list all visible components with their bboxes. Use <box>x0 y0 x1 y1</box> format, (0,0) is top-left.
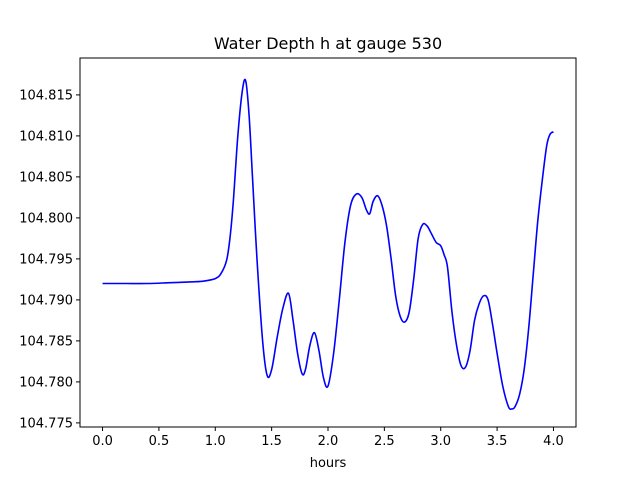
y-axis-ticks: 104.775 104.780 104.785 104.790 104.795 104.8… <box>19 88 80 431</box>
plot-frame <box>79 57 577 428</box>
x-tick-label: 0.5 <box>149 434 170 449</box>
y-tick-label: 104.805 <box>19 170 73 185</box>
x-tick-label: 2.0 <box>318 434 339 449</box>
y-tick-label: 104.775 <box>19 416 73 431</box>
plot-series <box>102 78 554 410</box>
x-tick-label: 2.5 <box>374 434 395 449</box>
x-tick-label: 1.0 <box>205 434 226 449</box>
x-tick-label: 4.0 <box>543 434 564 449</box>
x-tick-label: 3.5 <box>487 434 508 449</box>
y-tick-label: 104.815 <box>19 88 73 103</box>
series-line-0 <box>102 78 554 410</box>
y-tick-label: 104.785 <box>19 334 73 349</box>
y-tick-label: 104.790 <box>19 293 73 308</box>
x-axis-label: hours <box>310 456 347 471</box>
x-tick-label: 3.0 <box>430 434 451 449</box>
x-tick-label: 1.5 <box>261 434 282 449</box>
y-tick-label: 104.780 <box>19 375 73 390</box>
x-axis-ticks: 0.0 0.5 1.0 1.5 2.0 2.5 3.0 3.5 4.0 <box>92 427 564 449</box>
y-tick-label: 104.810 <box>19 129 73 144</box>
y-tick-label: 104.800 <box>19 211 73 226</box>
chart-title: Water Depth h at gauge 530 <box>214 34 442 53</box>
x-tick-label: 0.0 <box>92 434 113 449</box>
y-tick-label: 104.795 <box>19 252 73 267</box>
